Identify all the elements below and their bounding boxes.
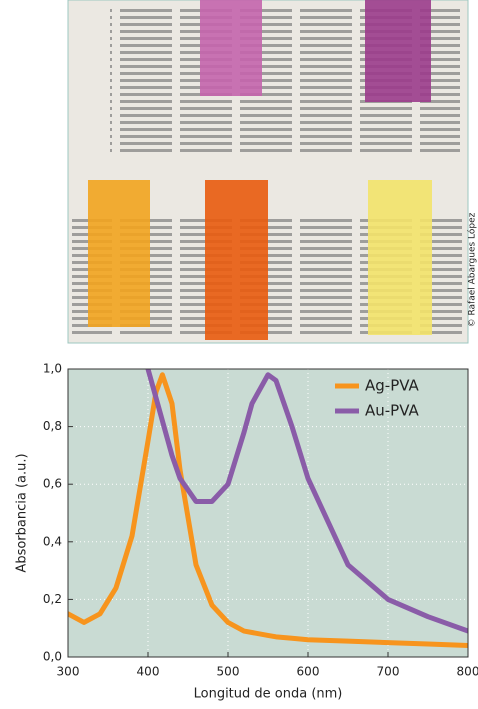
photo-credit: © Rafael Abargues López: [467, 212, 478, 327]
y-tick-label: 1,0: [43, 362, 62, 376]
y-tick-label: 0,4: [43, 534, 62, 548]
x-tick-label: 600: [297, 665, 320, 679]
y-tick-label: 0,8: [43, 419, 62, 433]
x-tick-label: 700: [377, 665, 400, 679]
x-tick-label: 400: [137, 665, 160, 679]
photo: [68, 0, 468, 343]
x-axis-title: Longitud de onda (nm): [194, 687, 343, 702]
legend-label: Ag-PVA: [365, 377, 420, 395]
x-tick-label: 800: [457, 665, 478, 679]
y-tick-label: 0,0: [43, 650, 62, 664]
x-tick-label: 300: [57, 665, 80, 679]
legend-label: Au-PVA: [365, 402, 420, 420]
page: © Rafael Abargues López Absorbancia (a.u…: [0, 0, 478, 709]
y-tick-label: 0,6: [43, 477, 62, 491]
y-tick-label: 0,2: [43, 592, 62, 606]
x-tick-label: 500: [217, 665, 240, 679]
y-axis-title: Absorbancia (a.u.): [15, 453, 30, 572]
